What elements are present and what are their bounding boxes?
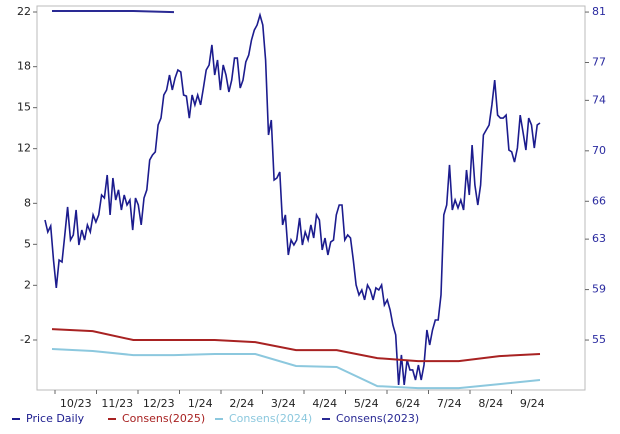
x-tick-label: 10/23 (60, 397, 92, 410)
x-tick-label: 2/24 (229, 397, 254, 410)
x-tick-label: 9/24 (520, 397, 545, 410)
y2-tick-label: 63 (592, 232, 606, 245)
x-tick-label: 6/24 (395, 397, 420, 410)
legend-label: Price Daily (26, 412, 85, 425)
plot-frame (36, 5, 586, 391)
x-tick-label: 12/23 (143, 397, 175, 410)
y-tick-label: 2 (24, 278, 31, 291)
x-tick-label: 11/23 (101, 397, 133, 410)
y2-tick-label: 59 (592, 283, 606, 296)
y2-tick-label: 70 (592, 144, 606, 157)
y-tick-label: 18 (17, 60, 31, 73)
legend-label: Consens(2025) (122, 412, 205, 425)
y-tick-label: 12 (17, 142, 31, 155)
y-tick-label: 8 (24, 196, 31, 209)
y2-tick-label: 81 (592, 5, 606, 18)
x-tick-label: 7/24 (437, 397, 462, 410)
x-tick-label: 8/24 (478, 397, 503, 410)
series-line (51, 348, 541, 390)
legend-label: Consens(2024) (229, 412, 312, 425)
series-line (52, 10, 175, 14)
series-line (44, 12, 541, 385)
x-tick-label: 1/24 (188, 397, 213, 410)
legend-label: Consens(2023) (336, 412, 419, 425)
y-tick-label: 22 (17, 5, 31, 18)
x-tick-label: 5/24 (354, 397, 379, 410)
y-tick-label: 5 (24, 237, 31, 250)
y2-tick-label: 55 (592, 333, 606, 346)
x-tick-label: 3/24 (271, 397, 296, 410)
y-tick-label: 15 (17, 101, 31, 114)
y2-tick-label: 74 (592, 93, 606, 106)
y2-tick-label: 66 (592, 194, 606, 207)
y-tick-label: -2 (20, 333, 31, 346)
x-tick-label: 4/24 (312, 397, 337, 410)
y2-tick-label: 77 (592, 56, 606, 69)
series-line (51, 328, 541, 363)
